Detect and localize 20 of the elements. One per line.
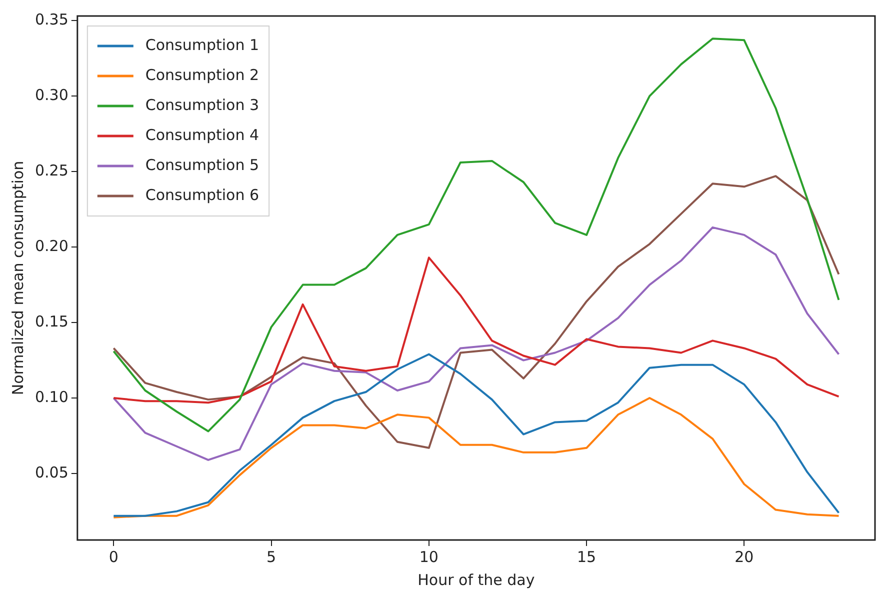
y-tick-label: 0.10: [34, 388, 68, 406]
legend-label: Consumption 3: [145, 96, 260, 114]
legend-label: Consumption 4: [145, 126, 260, 144]
y-tick-label: 0.20: [34, 236, 68, 255]
x-tick-label: 10: [419, 548, 438, 566]
y-tick-label: 0.05: [34, 463, 68, 482]
x-tick-label: 0: [108, 548, 118, 566]
legend-label: Consumption 6: [145, 186, 260, 204]
x-axis-title: Hour of the day: [418, 570, 535, 589]
x-tick-label: 15: [576, 548, 596, 566]
y-tick-label: 0.30: [34, 86, 68, 104]
y-tick-label: 0.25: [34, 161, 68, 180]
y-axis-title: Normalized mean consumption: [8, 160, 27, 396]
legend-label: Consumption 5: [145, 156, 260, 174]
legend-label: Consumption 2: [145, 66, 260, 84]
x-tick-label: 20: [734, 548, 754, 566]
x-tick-label: 5: [266, 548, 276, 566]
legend-label: Consumption 1: [145, 36, 260, 54]
y-tick-label: 0.15: [34, 312, 68, 330]
y-tick-label: 0.35: [34, 10, 68, 28]
